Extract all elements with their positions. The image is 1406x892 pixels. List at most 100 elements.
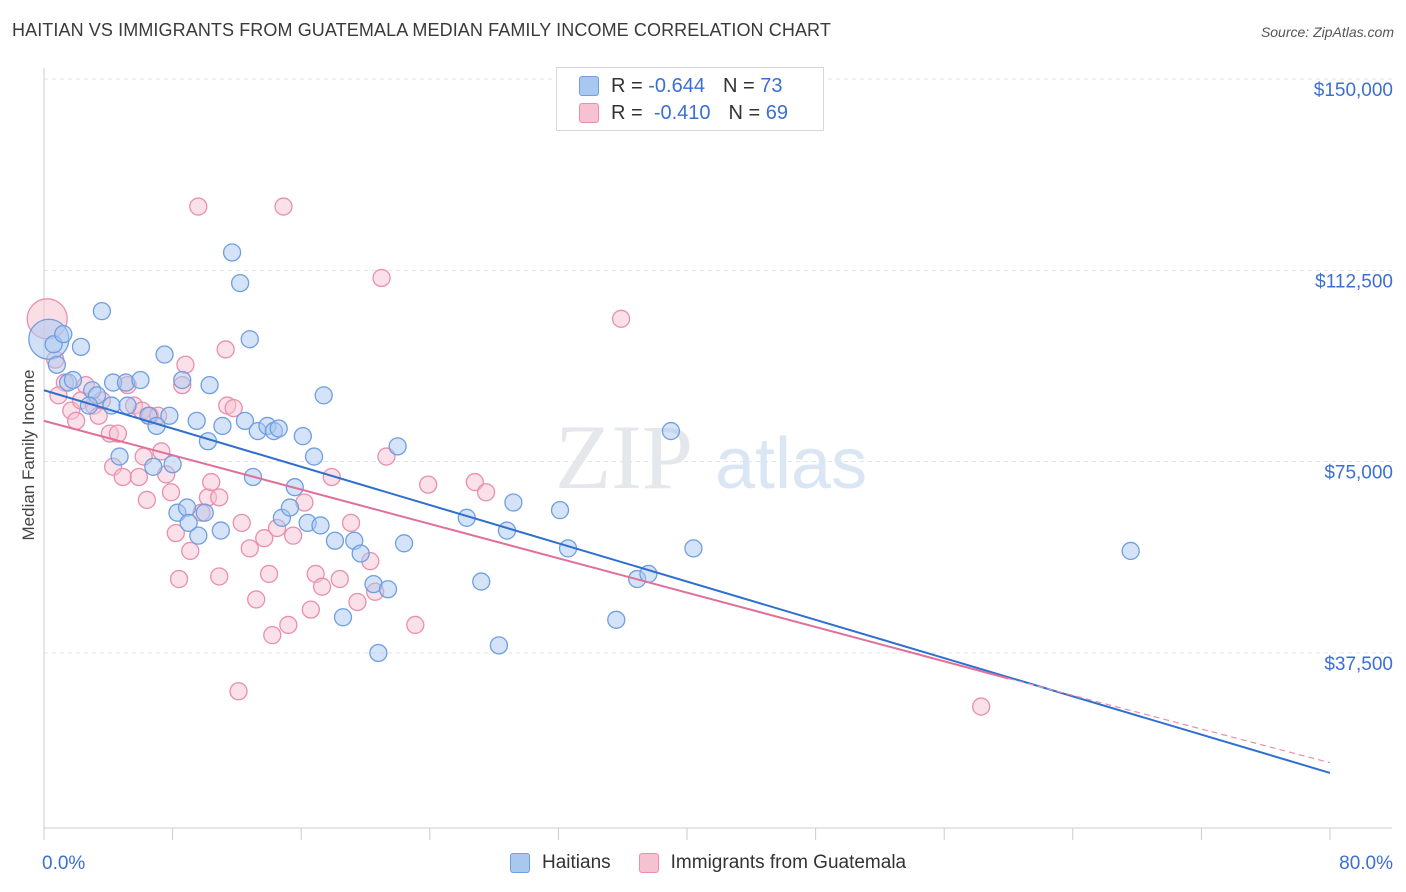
haitians-point — [63, 370, 83, 390]
haitians-point — [394, 534, 414, 553]
watermark-zip: ZIP — [555, 406, 693, 508]
legend-r-label: R = — [611, 74, 643, 97]
guatemala-point — [176, 355, 195, 374]
series-guatemala-points — [26, 197, 991, 716]
source-label: Source: ZipAtlas.com — [1260, 24, 1394, 40]
haitians-point — [163, 455, 182, 474]
haitians-point — [71, 337, 91, 357]
guatemala-point — [284, 526, 303, 545]
y-axis-label: Median Family Income — [19, 369, 38, 540]
haitians-point — [304, 447, 324, 466]
haitians-point — [222, 243, 242, 262]
haitians-point — [240, 330, 259, 349]
guatemala-point — [972, 697, 991, 716]
haitians-point — [92, 302, 112, 321]
guatemala-point — [611, 309, 631, 328]
legend-swatch-blue — [510, 853, 530, 873]
trend-lines — [43, 389, 1331, 774]
haitians-point — [607, 610, 626, 629]
guatemala-point — [274, 197, 293, 216]
guatemala-point — [210, 567, 229, 586]
haitians-point — [173, 370, 192, 390]
guatemala-point — [263, 625, 282, 645]
haitians-point — [118, 396, 137, 415]
haitians-point — [144, 457, 163, 476]
trend-line-haitians — [43, 389, 1331, 774]
guatemala-point — [255, 529, 274, 548]
legend-swatch-blue — [579, 76, 599, 96]
haitians-point — [325, 531, 345, 550]
legend-swatch-pink — [579, 103, 599, 123]
haitians-point — [388, 437, 407, 456]
haitians-point — [211, 521, 230, 540]
guatemala-point — [247, 590, 266, 609]
guatemala-point — [161, 483, 181, 502]
haitians-point — [213, 416, 232, 436]
y-tick-label: $112,500 — [1315, 271, 1393, 292]
legend-row-guatemala: R = -0.410 N = 69 — [579, 100, 788, 126]
haitians-point — [131, 370, 150, 390]
guatemala-point — [166, 523, 185, 543]
guatemala-point — [259, 564, 279, 584]
guatemala-point — [372, 268, 391, 288]
haitians-point — [661, 421, 681, 441]
haitians-point — [472, 572, 491, 591]
guatemala-point — [137, 490, 157, 510]
haitians-point — [369, 643, 388, 663]
axes — [43, 68, 1392, 840]
guatemala-point — [181, 541, 200, 561]
legend-n-value: 73 — [760, 74, 783, 97]
haitians-point — [110, 447, 129, 466]
legend-r-value: -0.644 — [648, 74, 705, 97]
guatemala-point — [322, 467, 341, 487]
haitians-point — [195, 503, 214, 522]
guatemala-point — [330, 569, 349, 589]
legend-row-haitians: R = -0.644 N = 73 — [579, 73, 782, 99]
haitians-point — [230, 273, 250, 293]
guatemala-point — [419, 475, 438, 494]
watermark: ZIP atlas — [555, 406, 867, 508]
trend-line-guatemala — [43, 419, 1009, 680]
haitians-point — [179, 513, 198, 533]
haitians-point — [504, 493, 523, 512]
y-tick-label: $37,500 — [1324, 654, 1393, 675]
haitians-point — [155, 345, 174, 364]
haitians-point — [47, 355, 67, 374]
haitians-point — [54, 324, 73, 344]
legend-swatch-pink — [638, 853, 659, 873]
watermark-atlas: atlas — [715, 424, 867, 504]
correlation-legend: R = -0.644 N = 73 R = -0.410 N = 69 — [556, 67, 824, 131]
haitians-point — [293, 427, 312, 446]
guatemala-point — [202, 472, 221, 492]
haitians-point — [314, 386, 333, 405]
legend-r-value: -0.410 — [653, 101, 711, 124]
legend-item-haitians[interactable]: Haitians — [510, 852, 611, 874]
guatemala-point — [348, 592, 367, 612]
guatemala-point — [210, 488, 229, 507]
guatemala-point — [108, 424, 128, 443]
trend-line-guatemala-extension — [1008, 677, 1331, 764]
guatemala-point — [476, 483, 496, 502]
legend-n-value: 69 — [765, 101, 789, 124]
haitians-point — [378, 580, 398, 599]
haitians-point — [235, 411, 255, 430]
guatemala-point — [240, 539, 259, 558]
haitians-point — [333, 608, 353, 627]
guatemala-point — [224, 398, 243, 418]
guatemala-point — [301, 600, 320, 619]
legend-item-guatemala[interactable]: Immigrants from Guatemala — [638, 852, 906, 874]
haitians-point — [160, 406, 179, 425]
legend-n-label: N = — [728, 101, 761, 124]
x-tick-label: 0.0% — [42, 853, 85, 874]
y-tick-label: $150,000 — [1314, 80, 1393, 101]
haitians-point — [311, 516, 330, 535]
haitians-point — [200, 375, 219, 395]
x-tick-label: 80.0% — [1339, 853, 1393, 874]
series-legend: Haitians Immigrants from Guatemala — [510, 852, 934, 874]
guatemala-point — [113, 467, 132, 487]
haitians-point — [177, 498, 197, 517]
chart-title: HAITIAN VS IMMIGRANTS FROM GUATEMALA MED… — [12, 20, 831, 40]
haitians-point — [550, 500, 570, 520]
haitians-point — [351, 544, 370, 563]
